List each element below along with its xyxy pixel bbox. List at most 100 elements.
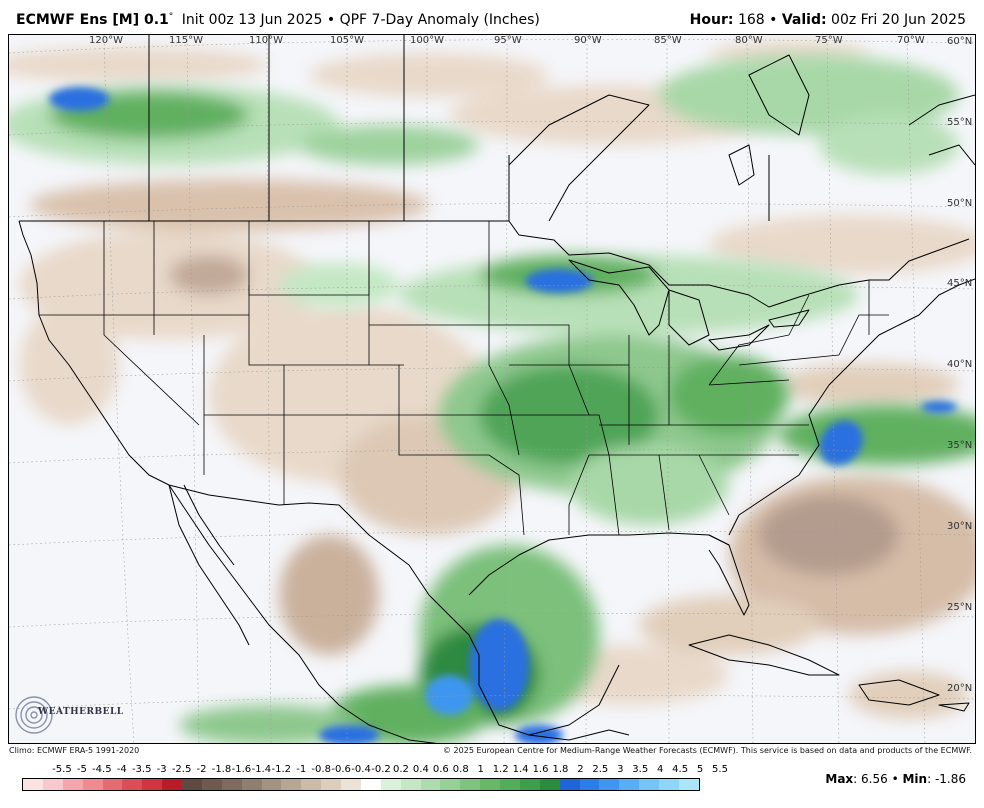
legend-label: -5 [76, 764, 87, 775]
legend-swatch [539, 779, 560, 790]
graticule [9, 35, 975, 743]
min-value: -1.86 [934, 772, 966, 786]
lon-label-100w: 100°W [410, 35, 444, 46]
legend-swatch [142, 779, 163, 790]
lon-label-120w: 120°W [89, 35, 123, 46]
legend-label: -1.4 [251, 764, 272, 775]
legend-label: 1.6 [532, 764, 549, 775]
header-bullet: • [769, 12, 778, 28]
legend-label: -0.4 [351, 764, 371, 775]
legend-label: 2.5 [592, 764, 609, 775]
legend-labels: -5.5 -5 -4.5 -4 -3.5 -3 -2.5 -2 -1.8 -1.6 -1.4 -1.2… [26, 764, 728, 776]
lon-label-90w: 90°W [574, 35, 602, 46]
max-min-stats: Max: 6.56 • Min: -1.86 [825, 772, 966, 786]
swirl-logo-icon [15, 696, 53, 734]
legend-label: -0.2 [371, 764, 391, 775]
legend-label: 5.5 [712, 764, 728, 775]
legend-swatch [82, 779, 103, 790]
legend-swatch [639, 779, 659, 790]
legend-label: 3 [617, 764, 624, 775]
legend-swatch [23, 779, 43, 790]
lat-label-25n: 25°N [947, 602, 973, 613]
legend-label: -1.6 [231, 764, 252, 775]
max-label: Max [825, 772, 854, 786]
legend-label: -1.8 [211, 764, 232, 775]
legend-label: -1 [296, 764, 307, 775]
legend-label: 1.2 [492, 764, 509, 775]
legend-label: -4 [116, 764, 127, 775]
model-name: ECMWF Ens [M] 0.1 [16, 12, 169, 28]
anomaly-map[interactable] [9, 35, 976, 744]
logo-text: WEATHERBELL [38, 707, 124, 717]
climo-note: Climo: ECMWF ERA-5 1991-2020 [9, 746, 140, 755]
legend-swatch [599, 779, 620, 790]
legend-label: 0.6 [432, 764, 449, 775]
legend-label: -3 [156, 764, 167, 775]
legend-label: -3.5 [131, 764, 152, 775]
legend-label: -4.5 [92, 764, 112, 775]
lat-label-45n: 45°N [947, 278, 973, 289]
lon-label-80w: 80°W [735, 35, 763, 46]
legend-swatch [42, 779, 63, 790]
legend-label: 4.5 [672, 764, 689, 775]
legend-swatch [281, 779, 302, 790]
header-subtitle: Init 00z 13 Jun 2025 • QPF 7-Day Anomaly… [181, 12, 540, 28]
legend-label: 0.4 [412, 764, 429, 775]
header-right: Hour: 168 • Valid: 00z Fri 20 Jun 2025 [690, 12, 966, 28]
lon-label-110w: 110°W [249, 35, 283, 46]
legend-swatch [480, 779, 500, 790]
header-left: ECMWF Ens [M] 0.1° Init 00z 13 Jun 2025 … [16, 12, 540, 28]
legend-swatch [519, 779, 540, 790]
legend-swatch [261, 779, 282, 790]
legend-swatch [380, 779, 401, 790]
degree-symbol: ° [168, 12, 174, 22]
legend-label: -0.8 [311, 764, 331, 775]
legend-label: -0.6 [331, 764, 351, 775]
state-boundaries [39, 221, 889, 536]
legend-swatch [241, 779, 262, 790]
legend-label: 5 [696, 764, 704, 775]
legend-swatch [440, 779, 461, 790]
legend-swatch [420, 779, 441, 790]
lon-label-115w: 115°W [169, 35, 203, 46]
legend-swatch [619, 779, 640, 790]
legend-swatch [321, 779, 341, 790]
legend-label: 1.4 [512, 764, 529, 775]
legend-label: -1.2 [271, 764, 292, 775]
copyright-note: © 2025 European Centre for Medium-Range … [443, 746, 972, 755]
lat-label-30n: 30°N [947, 521, 973, 532]
valid-label: Valid: [781, 12, 827, 28]
lat-label-40n: 40°N [947, 359, 973, 370]
lat-label-60n: 60°N [947, 36, 973, 47]
legend-swatch [341, 779, 361, 790]
legend-swatch [460, 779, 481, 790]
political-boundaries [18, 35, 975, 743]
legend-label: 4 [656, 764, 664, 775]
legend-swatch [301, 779, 322, 790]
legend-swatch [122, 779, 143, 790]
min-label: Min [902, 772, 928, 786]
legend-label: -2.5 [171, 764, 192, 775]
legend-swatch [678, 779, 699, 790]
lon-label-70w: 70°W [897, 35, 925, 46]
legend-swatch [500, 779, 520, 790]
lon-label-105w: 105°W [330, 35, 364, 46]
legend-swatch [102, 779, 123, 790]
lat-label-35n: 35°N [947, 440, 973, 451]
hour-value: 168 [737, 12, 765, 28]
legend-label: 0.2 [392, 764, 409, 775]
legend-swatch [400, 779, 421, 790]
legend-swatch [201, 779, 222, 790]
map-panel[interactable]: 120°W 115°W 110°W 105°W 100°W 95°W 90°W … [8, 34, 976, 744]
legend-label: 0.8 [452, 764, 469, 775]
very-wet-anomaly-layer [49, 87, 957, 743]
legend-swatch [360, 779, 381, 790]
max-value: 6.56 [861, 772, 888, 786]
legend-label: 3.5 [632, 764, 649, 775]
legend-label: 2 [577, 764, 584, 775]
legend-label: -5.5 [52, 764, 72, 775]
legend-swatch [182, 779, 202, 790]
legend-swatch [162, 779, 182, 790]
lon-label-75w: 75°W [815, 35, 843, 46]
legend-swatch [221, 779, 242, 790]
